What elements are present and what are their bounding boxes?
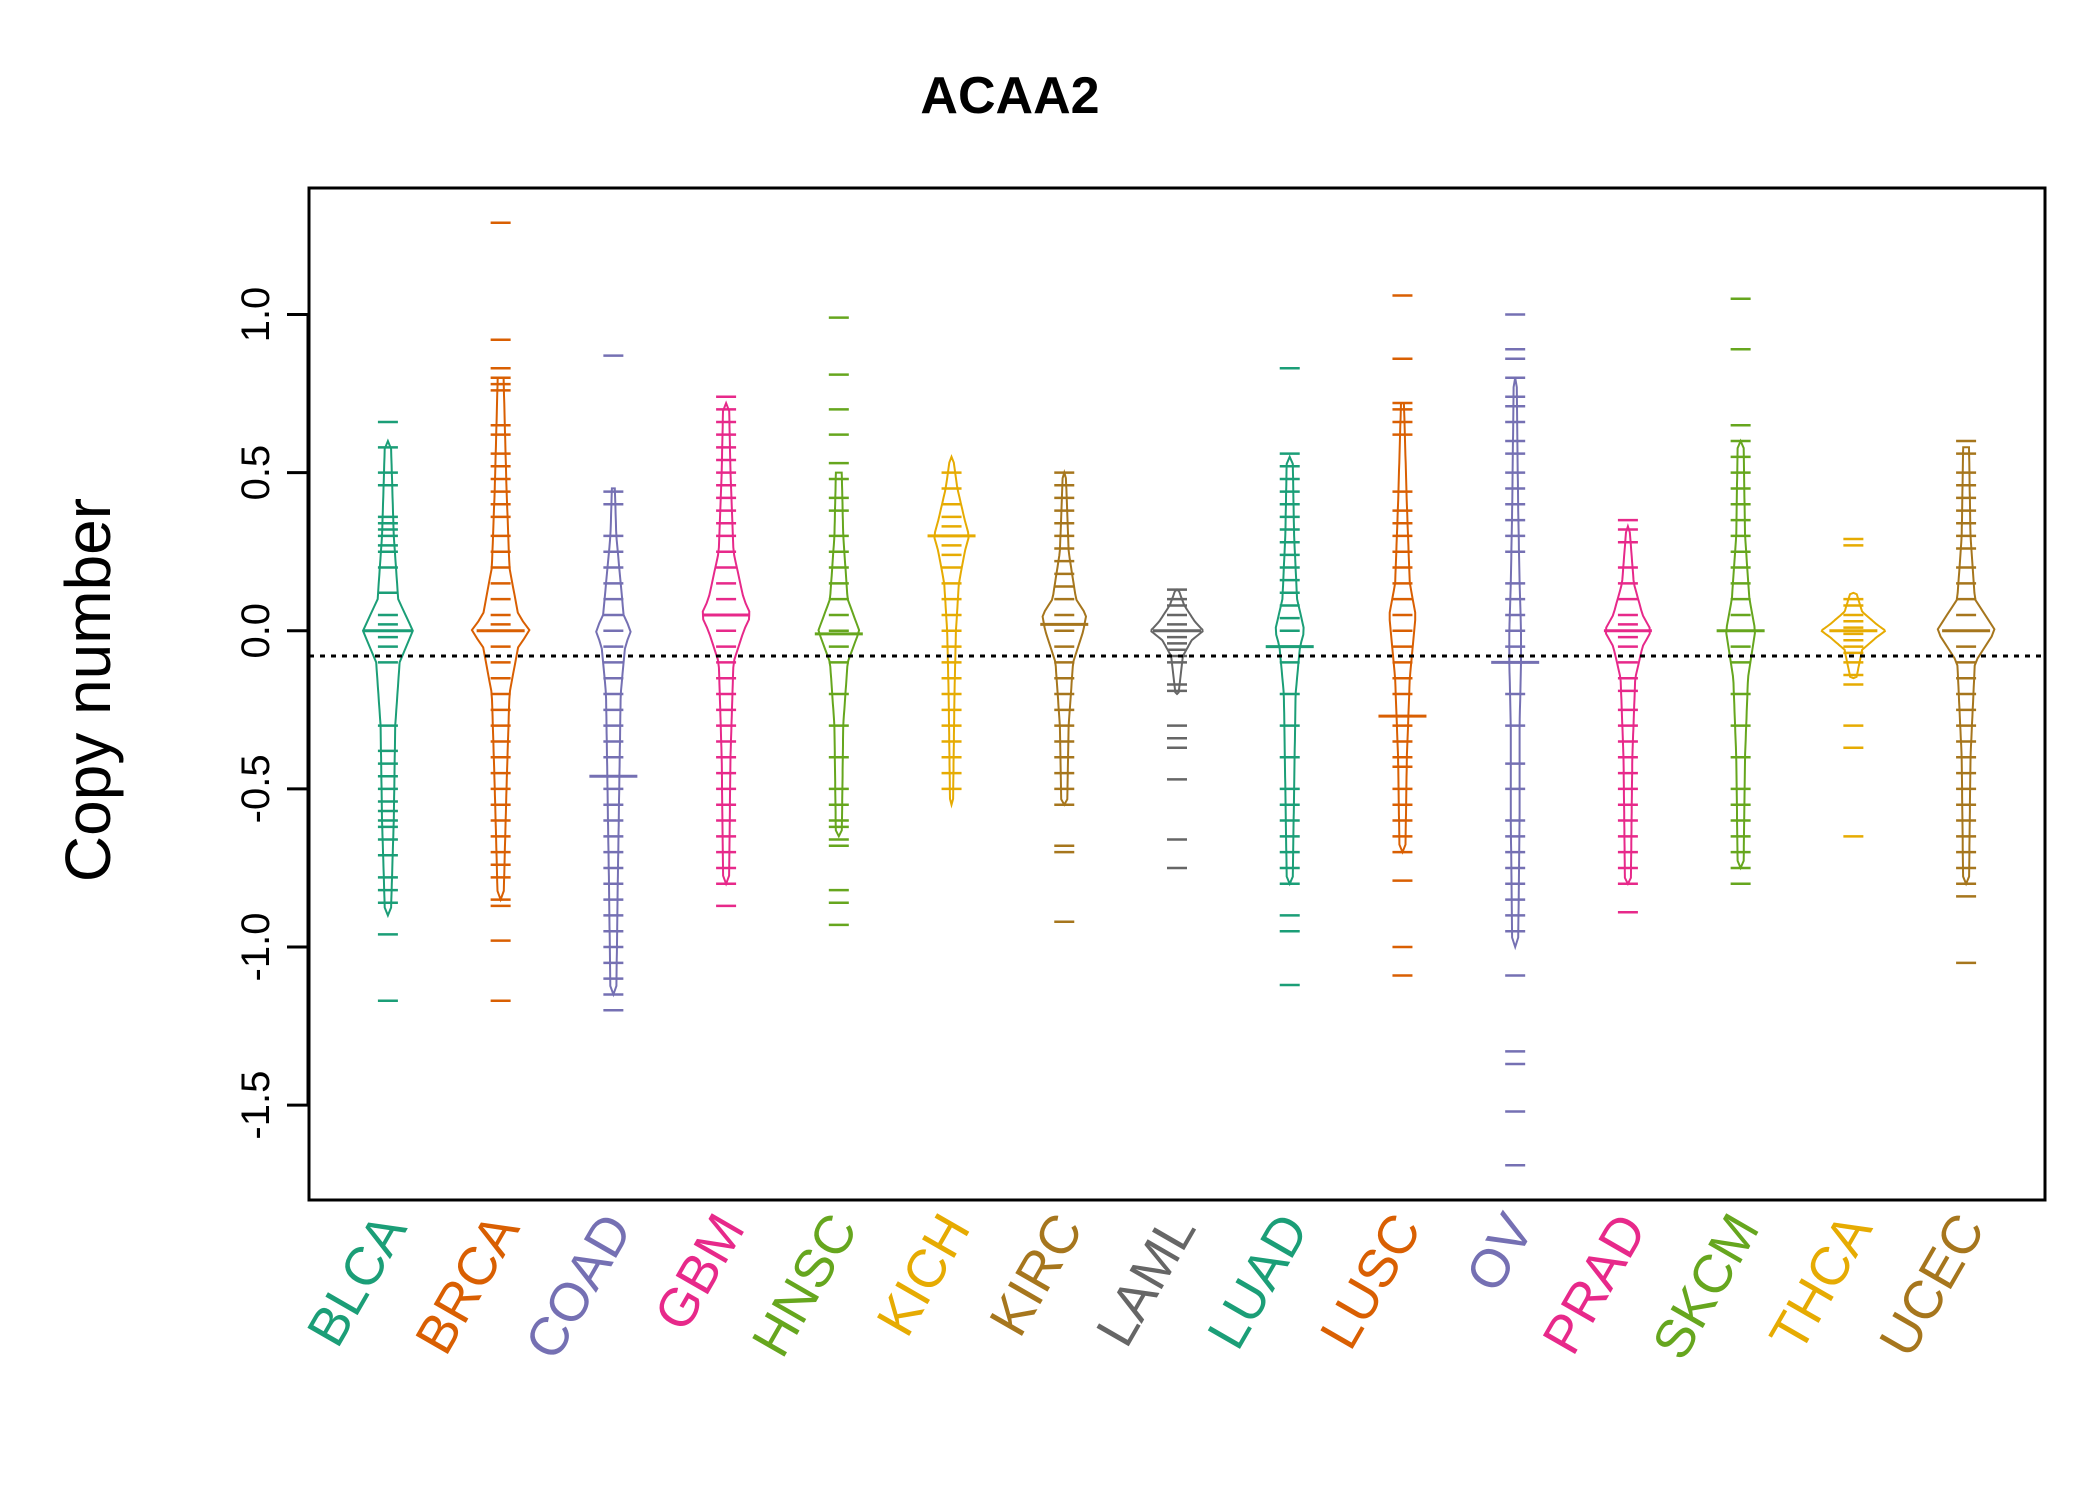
bean-coad (589, 354, 638, 1012)
y-tick-label: -0.5 (234, 754, 278, 823)
x-category-label: LUAD (1196, 1204, 1320, 1359)
bean-outline (1604, 523, 1651, 887)
bean-outline (1936, 446, 1996, 887)
y-axis: -1.5 -1.0 -0.5 0.0 0.5 1.0 (234, 287, 310, 1140)
bean-hnsc (814, 316, 863, 927)
bean-outline (361, 438, 414, 919)
chart-title: ACAA2 (920, 67, 1099, 125)
bean-outline (1820, 591, 1887, 680)
bean-luad (1265, 367, 1314, 987)
x-category-label: KIRC (978, 1204, 1094, 1346)
bean-blca (361, 420, 414, 1003)
bean-kirc (1040, 469, 1089, 923)
bean-outline (1274, 454, 1305, 887)
bean-laml (1150, 588, 1204, 870)
x-category-label: THCA (1758, 1204, 1883, 1361)
y-tick-label: 1.0 (234, 287, 278, 343)
bean-skcm (1716, 297, 1765, 885)
x-category-label: LAML (1085, 1204, 1208, 1356)
x-category-label: OV (1455, 1204, 1546, 1302)
beans-layer (361, 221, 1996, 1167)
bean-lusc (1378, 294, 1427, 977)
bean-outline (817, 471, 861, 839)
y-tick-label: 0.5 (234, 445, 278, 501)
bean-brca (470, 221, 531, 1003)
x-category-label: GBM (643, 1204, 756, 1341)
bean-ucec (1936, 439, 1996, 965)
x-category-label: BLCA (296, 1204, 419, 1356)
x-category-label: KICH (865, 1204, 981, 1346)
bean-prad (1603, 518, 1652, 914)
y-axis-label: Copy number (52, 498, 124, 882)
bean-outline (595, 487, 632, 998)
bean-outline (701, 400, 751, 887)
bean-gbm (701, 395, 751, 908)
bean-ov (1491, 313, 1540, 1167)
x-category-label: PRAD (1531, 1204, 1658, 1364)
y-tick-label: -1.0 (234, 913, 278, 982)
x-category-label: SKCM (1641, 1204, 1771, 1369)
bean-outline (933, 454, 970, 809)
x-category-label: HNSC (741, 1204, 869, 1367)
x-category-label: COAD (514, 1204, 644, 1369)
bean-thca (1820, 537, 1887, 838)
y-tick-label: 0.0 (234, 603, 278, 659)
x-category-label: BRCA (404, 1204, 531, 1364)
bean-kich (927, 454, 976, 809)
x-category-label: UCEC (1868, 1204, 1996, 1367)
x-category-label: LUSC (1309, 1204, 1433, 1359)
bean-outline (1388, 402, 1417, 855)
y-tick-label: -1.5 (234, 1071, 278, 1140)
